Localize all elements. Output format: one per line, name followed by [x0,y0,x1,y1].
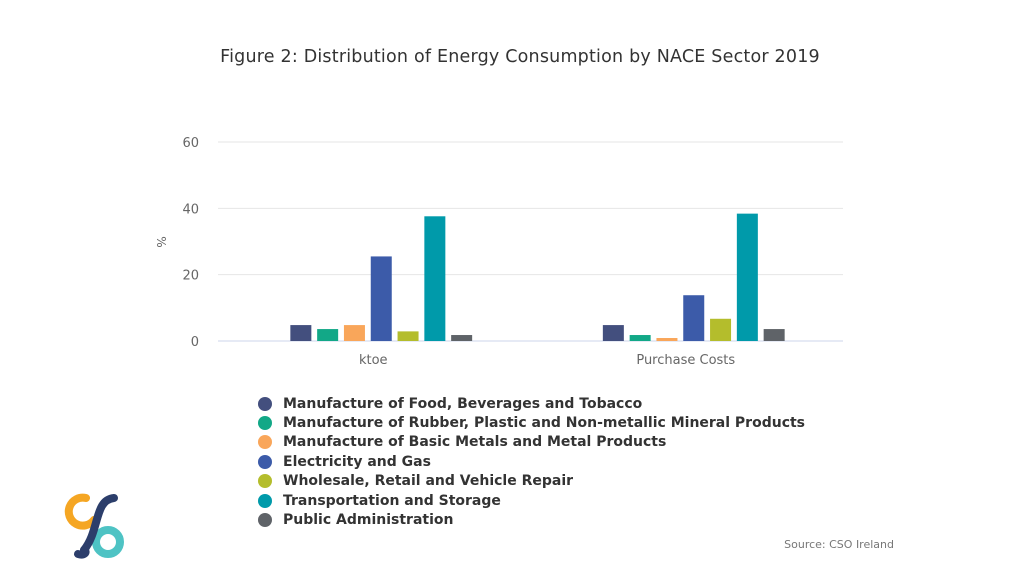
legend-label: Manufacture of Food, Beverages and Tobac… [283,395,643,412]
legend-item[interactable]: Wholesale, Retail and Vehicle Repair [258,472,805,491]
y-tick-label: 60 [182,136,199,151]
source-credit: Source: CSO Ireland [784,538,894,551]
bar-1-0[interactable] [602,325,624,341]
chart-plot-area: 0 20 40 60 ktoe Purchase Costs % [154,136,843,368]
bars [290,213,785,341]
bar-0-6[interactable] [451,335,473,341]
bar-1-2[interactable] [656,338,678,341]
bar-1-6[interactable] [763,329,785,341]
cso-logo-icon [64,493,124,559]
legend-item[interactable]: Public Administration [258,510,805,529]
legend-label: Transportation and Storage [283,492,501,509]
y-tick-label: 20 [182,269,199,284]
bar-0-3[interactable] [370,256,392,341]
legend-label: Manufacture of Basic Metals and Metal Pr… [283,434,667,451]
bar-0-0[interactable] [290,325,312,341]
y-axis-title: % [154,236,168,247]
legend-item[interactable]: Manufacture of Food, Beverages and Tobac… [258,394,805,413]
legend-swatch-icon [258,474,272,489]
legend-swatch-icon [258,396,272,411]
y-tick-label: 0 [191,335,199,350]
bar-1-5[interactable] [736,213,758,341]
x-axis-ticks: ktoe Purchase Costs [359,353,735,368]
legend-item[interactable]: Transportation and Storage [258,491,805,510]
legend-swatch-icon [258,493,272,508]
legend-item[interactable]: Manufacture of Rubber, Plastic and Non-m… [258,413,805,432]
legend-swatch-icon [258,513,272,528]
legend-label: Wholesale, Retail and Vehicle Repair [283,473,574,490]
legend: Manufacture of Food, Beverages and Tobac… [258,394,805,530]
legend-label: Manufacture of Rubber, Plastic and Non-m… [283,415,806,432]
legend-label: Public Administration [283,512,454,529]
bar-0-1[interactable] [317,329,339,341]
y-axis-ticks: 0 20 40 60 [182,136,199,350]
x-tick-label: ktoe [359,353,388,368]
chart-title: Figure 2: Distribution of Energy Consump… [220,47,820,67]
legend-item[interactable]: Manufacture of Basic Metals and Metal Pr… [258,433,805,452]
legend-swatch-icon [258,416,272,431]
bar-1-4[interactable] [710,318,732,341]
bar-0-4[interactable] [397,331,419,341]
bar-1-3[interactable] [683,295,705,341]
x-tick-label: Purchase Costs [636,353,735,368]
bar-0-5[interactable] [424,216,446,341]
legend-swatch-icon [258,435,272,450]
bar-1-1[interactable] [629,335,651,341]
bar-0-2[interactable] [343,325,365,341]
legend-label: Electricity and Gas [283,453,431,470]
legend-swatch-icon [258,454,272,469]
y-tick-label: 40 [182,202,199,217]
legend-item[interactable]: Electricity and Gas [258,452,805,471]
